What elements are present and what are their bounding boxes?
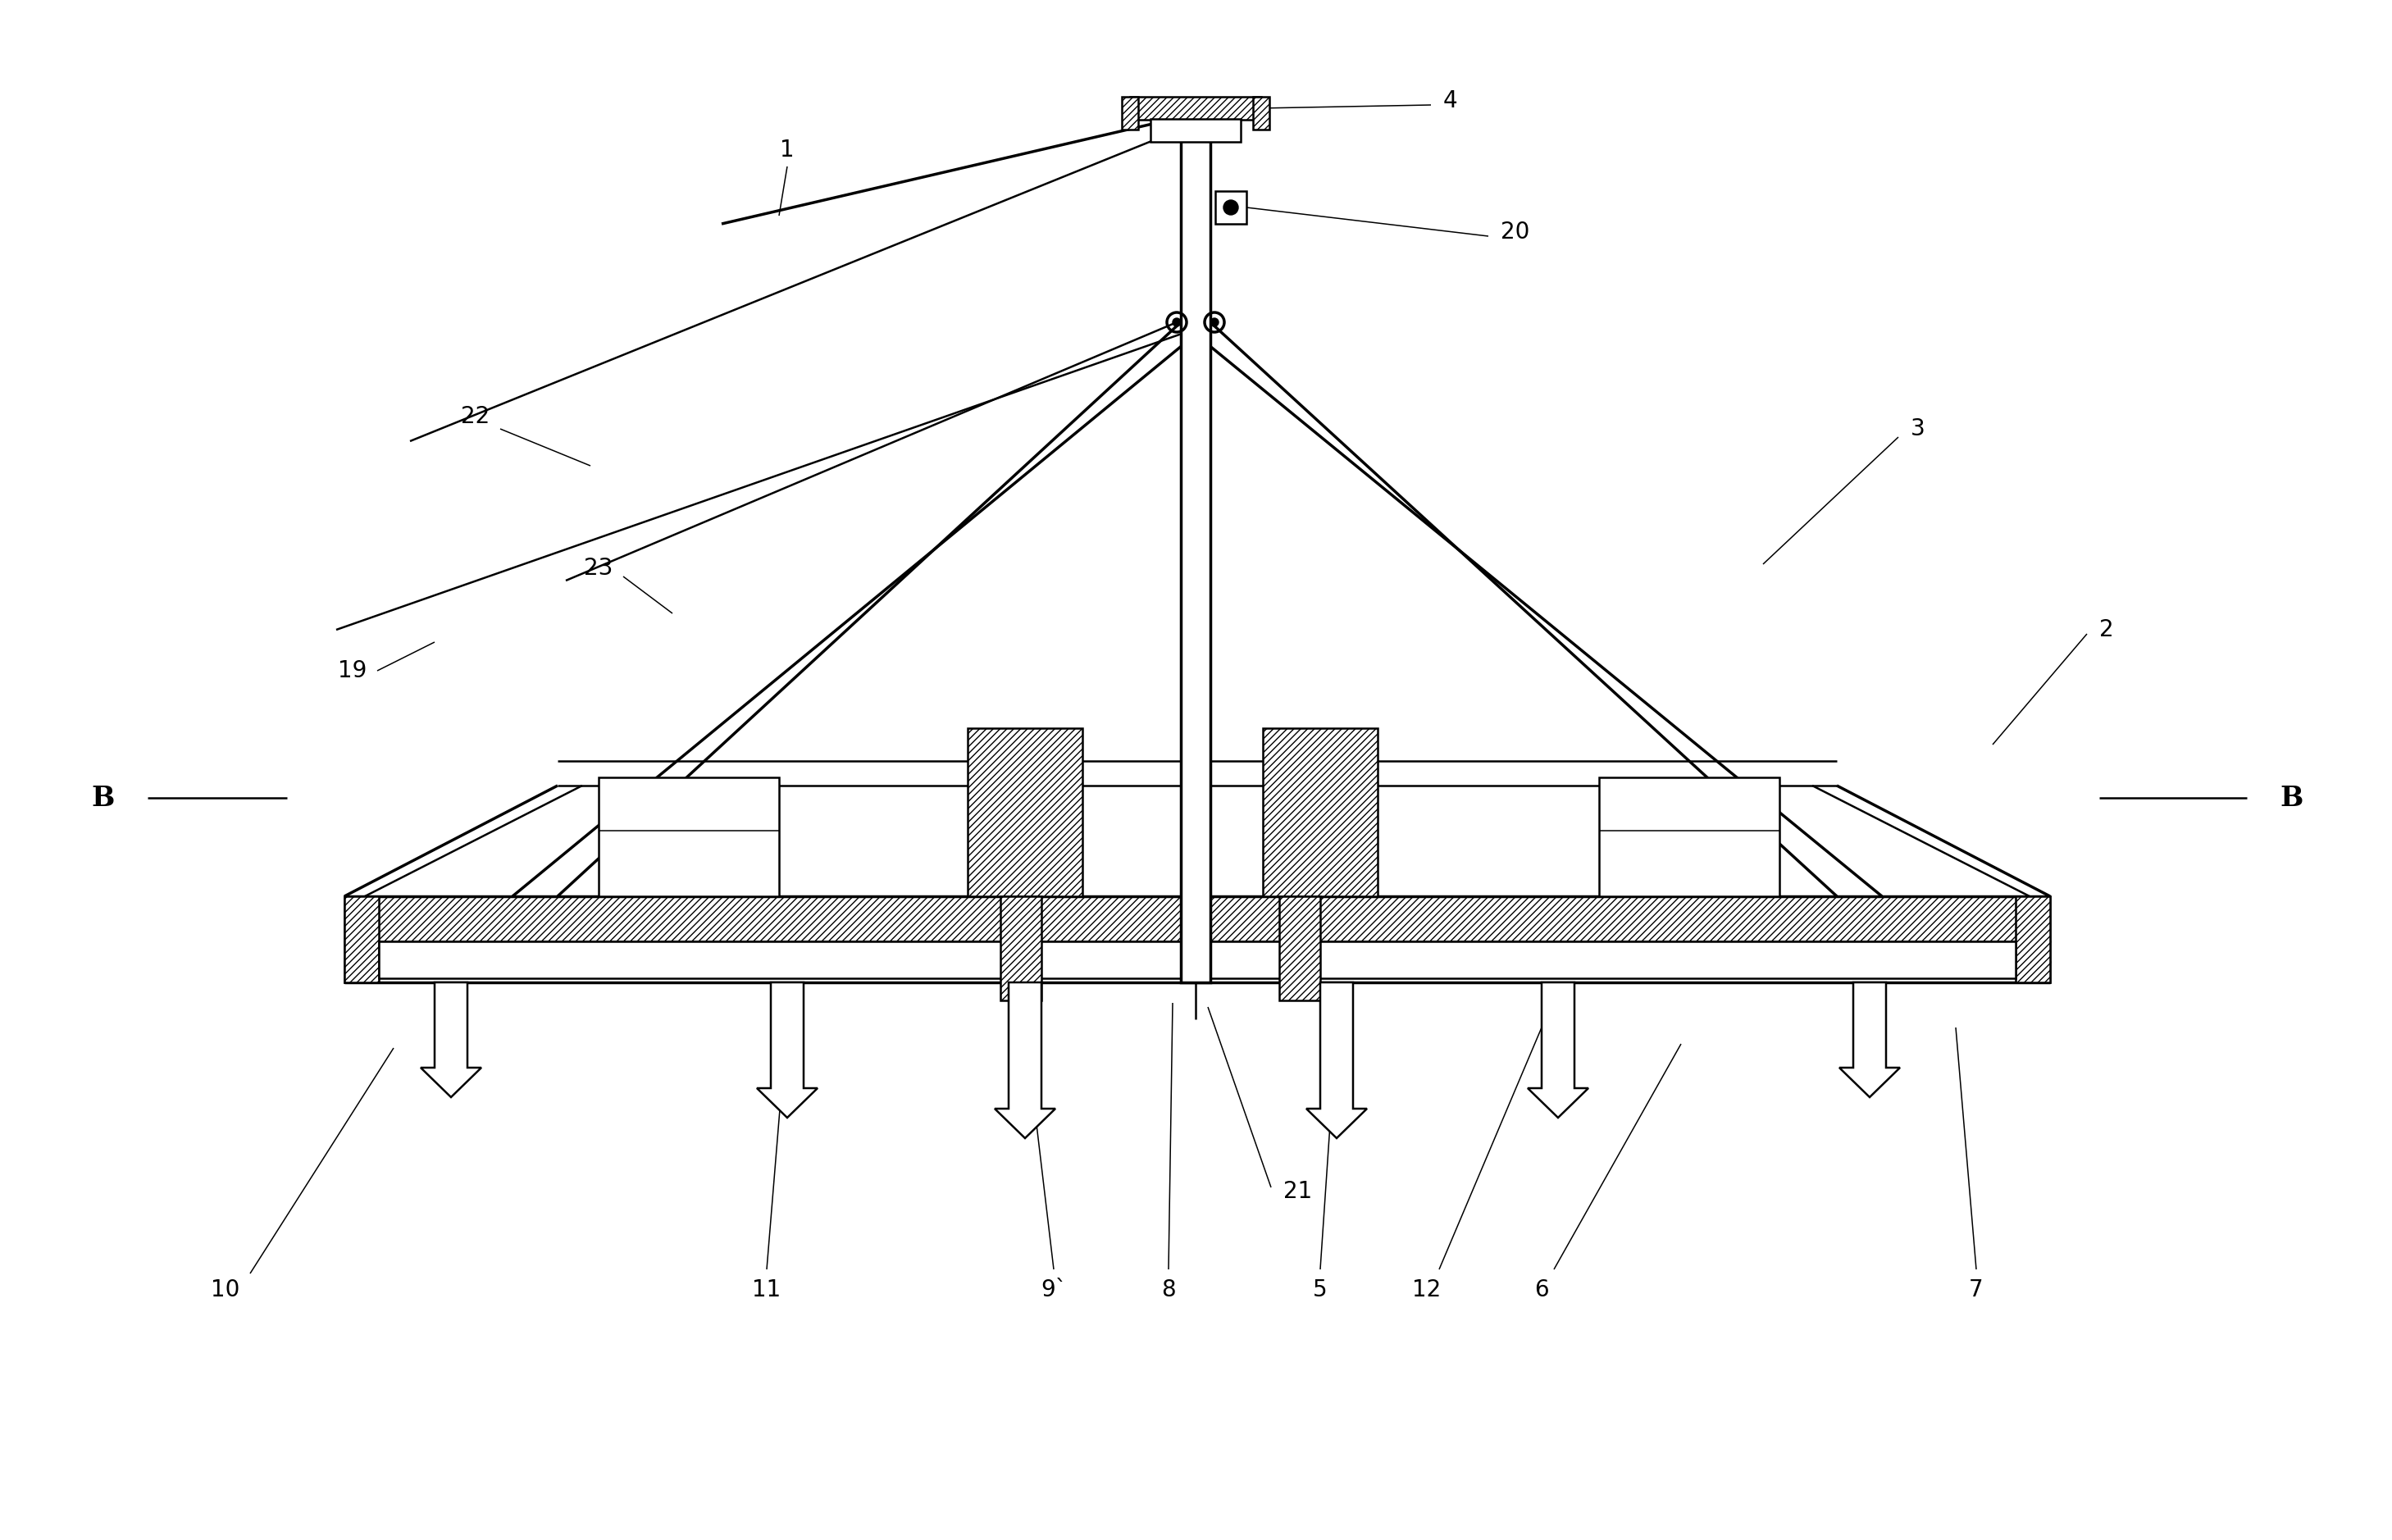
Circle shape [1210,319,1218,326]
Text: B: B [2280,784,2303,812]
Bar [344,941,2050,962]
Text: 20: 20 [1500,220,1528,243]
Bar [1129,97,1261,120]
Text: 4: 4 [1442,89,1457,112]
Polygon shape [756,983,818,1118]
Bar [344,962,2050,983]
Polygon shape [421,983,481,1096]
Text: 6: 6 [1533,1278,1550,1301]
Bar [1000,896,1041,1001]
Bar [344,896,2050,941]
Bar [1253,97,1270,129]
Polygon shape [995,983,1055,1138]
Text: 9`: 9` [1041,1278,1067,1301]
Text: 3: 3 [1911,417,1926,440]
Bar [1280,896,1320,1001]
Bar [1215,191,1246,223]
Text: 11: 11 [751,1278,782,1301]
Bar [1598,778,1780,896]
Circle shape [1172,319,1182,326]
Text: 8: 8 [1160,1278,1177,1301]
Bar [1151,119,1241,142]
Bar [1263,728,1378,896]
Text: 5: 5 [1313,1278,1328,1301]
Text: 22: 22 [462,405,490,428]
Text: 2: 2 [2100,618,2115,641]
Polygon shape [1306,983,1366,1138]
Polygon shape [1839,983,1899,1096]
Circle shape [1222,200,1239,216]
Text: 1: 1 [780,139,794,162]
Polygon shape [1528,983,1588,1118]
Bar [1182,122,1210,983]
Text: 19: 19 [337,659,366,682]
Text: 7: 7 [1969,1278,1983,1301]
Bar [344,896,378,983]
Text: B: B [91,784,115,812]
Bar [969,728,1084,896]
Bar [598,778,780,896]
Bar [378,941,2016,978]
Bar [2016,896,2050,983]
Text: 23: 23 [584,557,612,579]
Bar [1122,97,1139,129]
Text: 10: 10 [210,1278,239,1301]
Text: 21: 21 [1285,1180,1313,1203]
Text: 12: 12 [1411,1278,1442,1301]
